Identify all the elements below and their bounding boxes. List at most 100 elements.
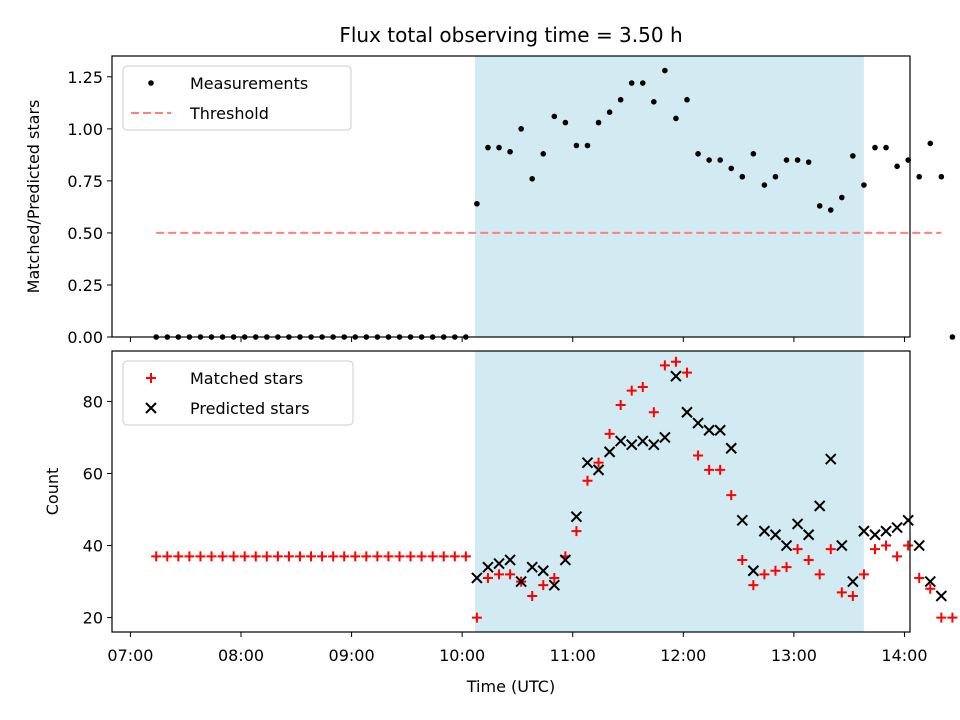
data-point xyxy=(913,539,925,552)
data-point xyxy=(936,612,947,623)
data-point xyxy=(538,580,549,591)
data-point xyxy=(769,529,782,541)
data-point xyxy=(673,115,679,122)
data-point xyxy=(737,554,748,565)
data-point xyxy=(781,562,792,573)
data-point xyxy=(880,525,892,537)
data-point xyxy=(581,456,594,469)
data-point xyxy=(803,554,814,565)
data-point xyxy=(847,590,858,601)
data-point xyxy=(670,356,681,367)
data-point xyxy=(935,590,948,602)
x-tick-label: 08:00 xyxy=(218,646,264,665)
x-tick-label: 07:00 xyxy=(107,646,153,665)
data-point xyxy=(416,551,427,562)
data-point xyxy=(559,554,572,566)
data-point xyxy=(759,569,770,580)
y-tick-label: 0.00 xyxy=(67,328,103,347)
data-point xyxy=(603,446,616,458)
data-point xyxy=(217,551,228,562)
data-point xyxy=(770,565,781,576)
legend: Matched stars Predicted stars xyxy=(122,360,354,426)
legend-label: Threshold xyxy=(189,104,269,123)
data-point xyxy=(949,334,956,340)
y-tick-label: 40 xyxy=(83,537,103,556)
x-axis-label: Time (UTC) xyxy=(466,677,555,696)
data-point xyxy=(606,109,613,115)
data-point xyxy=(802,529,815,541)
data-point xyxy=(383,551,394,562)
star-count-panel: 20 40 60 80 Count Matched stars Predicted star… xyxy=(43,350,958,637)
data-point xyxy=(703,424,715,436)
axes-frame xyxy=(111,350,911,633)
data-point xyxy=(839,194,845,201)
y-tick-label: 0.25 xyxy=(67,276,103,295)
data-point xyxy=(947,612,958,623)
data-point xyxy=(570,511,583,523)
data-point xyxy=(659,360,670,371)
data-point xyxy=(537,565,549,577)
data-point xyxy=(306,551,317,562)
data-point xyxy=(813,500,826,512)
data-point xyxy=(758,525,771,537)
data-point xyxy=(283,551,294,562)
data-point xyxy=(682,367,693,378)
data-point xyxy=(471,572,483,584)
data-point xyxy=(714,424,726,436)
data-point xyxy=(637,382,648,393)
data-point xyxy=(471,612,482,623)
data-point xyxy=(504,554,516,566)
data-point xyxy=(549,572,560,583)
data-point xyxy=(529,176,535,182)
data-point xyxy=(571,526,582,537)
data-point xyxy=(493,557,505,570)
data-point xyxy=(628,80,635,86)
data-point xyxy=(250,551,261,562)
data-point xyxy=(805,159,812,165)
data-point xyxy=(728,165,735,172)
data-point xyxy=(761,182,768,188)
data-point xyxy=(750,151,757,157)
legend: Measurements Threshold xyxy=(122,65,352,131)
data-point xyxy=(350,551,361,562)
data-point xyxy=(783,157,790,163)
legend-box xyxy=(122,65,352,131)
data-point xyxy=(670,370,682,382)
data-point xyxy=(496,144,502,151)
data-point xyxy=(780,539,793,552)
y-axis-label: Count xyxy=(43,468,62,516)
legend-label: Predicted stars xyxy=(190,399,310,418)
y-tick-label: 80 xyxy=(83,392,103,411)
data-point xyxy=(736,514,748,527)
data-point xyxy=(681,406,693,418)
data-point xyxy=(239,551,250,562)
data-point xyxy=(507,148,513,155)
data-point xyxy=(592,464,605,476)
data-point xyxy=(584,142,591,149)
data-point xyxy=(626,385,637,396)
data-point xyxy=(684,96,690,103)
data-point xyxy=(540,151,547,157)
data-point xyxy=(405,551,416,562)
data-point xyxy=(692,417,704,429)
data-point xyxy=(726,490,737,501)
data-point xyxy=(339,551,350,562)
legend-marker xyxy=(145,402,157,414)
data-point xyxy=(617,96,624,103)
data-point xyxy=(847,575,859,588)
data-point xyxy=(902,514,914,527)
data-point xyxy=(548,579,561,591)
data-point xyxy=(869,529,881,541)
data-point xyxy=(518,126,524,132)
data-point xyxy=(747,565,760,577)
y-tick-label: 0.50 xyxy=(67,224,103,243)
data-point xyxy=(892,551,903,562)
data-point xyxy=(615,400,626,411)
data-point xyxy=(184,551,195,562)
data-point xyxy=(850,153,856,159)
data-point xyxy=(151,551,162,562)
data-point xyxy=(925,583,936,594)
data-point xyxy=(791,518,804,530)
chart-title: Flux total observing time = 3.50 h xyxy=(339,23,682,47)
data-point xyxy=(872,144,878,151)
